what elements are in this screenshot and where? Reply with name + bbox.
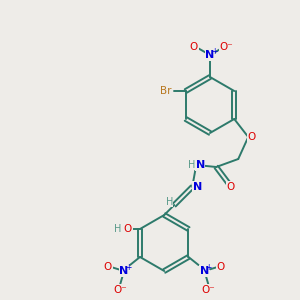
Text: O: O xyxy=(247,132,255,142)
Text: H: H xyxy=(166,197,173,207)
Text: N: N xyxy=(119,266,129,276)
Text: H: H xyxy=(114,224,122,234)
Text: N: N xyxy=(193,182,202,192)
Text: N: N xyxy=(196,160,205,170)
Text: +: + xyxy=(125,262,131,272)
Text: N: N xyxy=(206,50,214,60)
Text: Br: Br xyxy=(160,86,172,96)
Text: O: O xyxy=(104,262,112,272)
Text: O⁻: O⁻ xyxy=(202,285,215,295)
Text: O: O xyxy=(226,182,234,192)
Text: O⁻: O⁻ xyxy=(219,42,233,52)
Text: N: N xyxy=(200,266,209,276)
Text: O: O xyxy=(124,224,132,234)
Text: O: O xyxy=(216,262,225,272)
Text: +: + xyxy=(205,262,212,272)
Text: +: + xyxy=(211,46,217,56)
Text: O⁻: O⁻ xyxy=(113,285,127,295)
Text: O: O xyxy=(190,42,198,52)
Text: H: H xyxy=(188,160,195,170)
